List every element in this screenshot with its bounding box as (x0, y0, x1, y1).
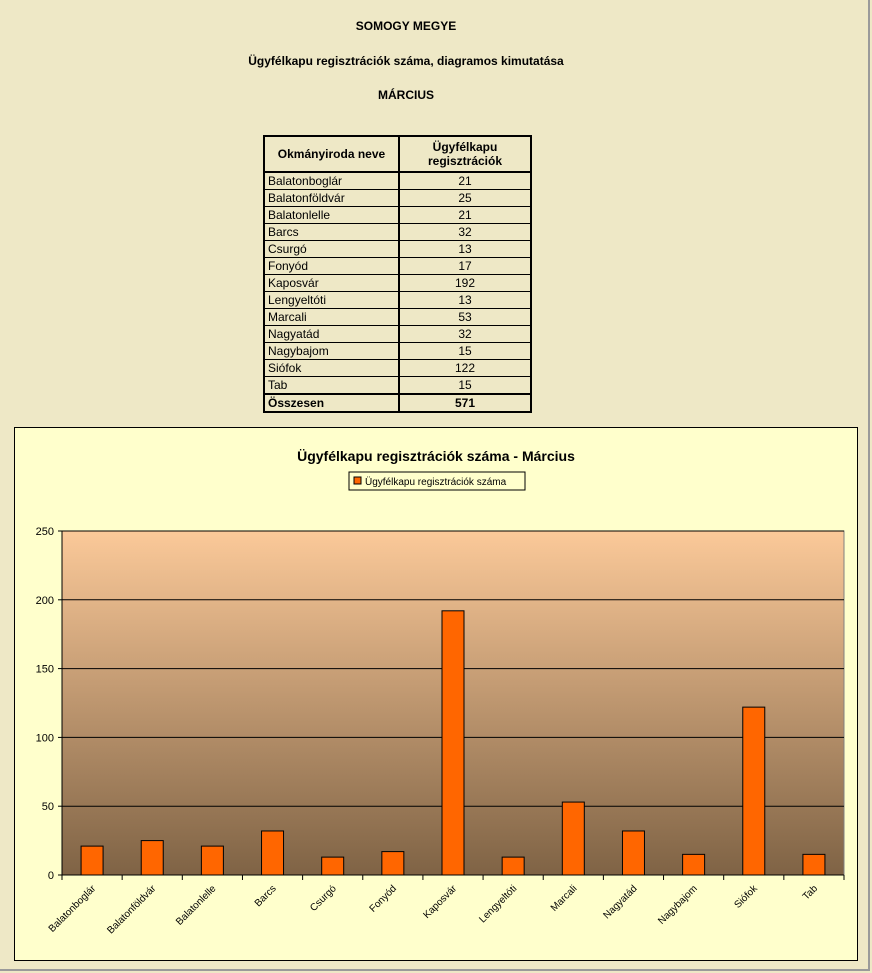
bar-chart: Ügyfélkapu regisztrációk száma - Március… (36, 448, 845, 936)
bar (140, 840, 164, 876)
bar (742, 706, 766, 876)
y-tick-label: 100 (36, 732, 54, 744)
office-name-cell: Lengyeltóti (263, 291, 400, 309)
registration-count-cell: 122 (398, 359, 532, 377)
table-row: Balatonboglár 21 (263, 171, 532, 190)
x-tick-label: Lengyeltóti (477, 883, 519, 925)
bar (802, 853, 826, 876)
registration-count-cell: 13 (398, 240, 532, 258)
chart-title: Ügyfélkapu regisztrációk száma - Március (297, 448, 575, 464)
table-header-row: Okmányiroda neve Ügyfélkapu regisztráció… (263, 135, 532, 173)
office-name-cell: Csurgó (263, 240, 400, 258)
registration-count-cell: 13 (398, 291, 532, 309)
x-tick-label: Balatonboglár (47, 883, 99, 935)
table-row: Balatonlelle 21 (263, 206, 532, 224)
office-name-cell: Nagyatád (263, 325, 400, 343)
office-name-cell: Balatonlelle (263, 206, 400, 224)
office-name-cell: Tab (263, 376, 400, 395)
registration-count-cell: 21 (398, 206, 532, 224)
table-row: Csurgó 13 (263, 240, 532, 258)
x-tick-label: Balatonföldvár (105, 883, 158, 936)
bar (621, 830, 645, 876)
bar (200, 845, 224, 876)
month-heading: MÁRCIUS (378, 88, 434, 102)
x-tick-label: Marcali (549, 883, 580, 914)
registration-count-cell: 15 (398, 342, 532, 360)
table-row: Balatonföldvár 25 (263, 189, 532, 207)
y-tick-label: 0 (48, 870, 54, 882)
bar (80, 845, 104, 876)
table-row: Kaposvár 192 (263, 274, 532, 292)
x-tick-label: Csurgó (308, 883, 339, 914)
bar (321, 856, 345, 876)
registration-count-cell: 53 (398, 308, 532, 326)
report-title: Ügyfélkapu regisztrációk száma, diagramo… (248, 54, 564, 68)
x-tick-label: Kaposvár (421, 883, 459, 921)
registration-count-cell: 15 (398, 376, 532, 395)
legend-box (348, 471, 526, 491)
office-name-cell: Kaposvár (263, 274, 400, 292)
office-name-cell: Fonyód (263, 257, 400, 275)
y-tick-label: 250 (36, 526, 54, 538)
column-header-registrations-line1: Ügyfélkapu (432, 140, 498, 154)
county-heading: SOMOGY MEGYE (355, 19, 457, 33)
bar (561, 801, 585, 876)
y-tick-label: 200 (36, 595, 54, 607)
x-tick-label: Fonyód (368, 883, 399, 914)
table-row: Lengyeltóti 13 (263, 291, 532, 309)
chart-area: Ügyfélkapu regisztrációk száma - Március… (14, 427, 858, 961)
office-name-cell: Nagybajom (263, 342, 400, 360)
y-tick-label: 50 (42, 801, 54, 813)
x-tick-label: Barcs (253, 883, 279, 909)
x-tick-label: Nagybajom (656, 883, 700, 927)
x-tick-label: Tab (801, 883, 820, 902)
table-row: Nagybajom 15 (263, 342, 532, 360)
table-total-row: Összesen 571 (263, 393, 532, 413)
column-header-registrations-line2: regisztrációk (427, 154, 503, 168)
registration-count-cell: 17 (398, 257, 532, 275)
office-name-cell: Balatonföldvár (263, 189, 400, 207)
bar (381, 851, 405, 876)
table-row: Nagyatád 32 (263, 325, 532, 343)
x-tick-label: Nagyatád (602, 883, 640, 921)
bar (682, 853, 706, 876)
registration-count-cell: 192 (398, 274, 532, 292)
total-value: 571 (398, 393, 532, 413)
table-row: Siófok 122 (263, 359, 532, 377)
table-row: Marcali 53 (263, 308, 532, 326)
registration-count-cell: 25 (398, 189, 532, 207)
registration-table: Okmányiroda neve Ügyfélkapu regisztráció… (263, 135, 532, 413)
y-tick-label: 150 (36, 664, 54, 676)
table-row: Barcs 32 (263, 223, 532, 241)
x-tick-label: Balatonlelle (174, 883, 219, 928)
registration-count-cell: 21 (398, 171, 532, 190)
bar (261, 830, 285, 876)
x-tick-label: Siófok (732, 883, 760, 911)
office-name-cell: Siófok (263, 359, 400, 377)
total-label: Összesen (263, 393, 400, 413)
table-row: Tab 15 (263, 376, 532, 395)
column-header-office: Okmányiroda neve (263, 135, 400, 173)
column-header-registrations: Ügyfélkapu regisztrációk (398, 135, 532, 173)
legend-label: Ügyfélkapu regisztrációk száma (365, 476, 507, 488)
office-name-cell: Balatonboglár (263, 171, 400, 190)
registration-count-cell: 32 (398, 223, 532, 241)
table-row: Fonyód 17 (263, 257, 532, 275)
office-name-cell: Barcs (263, 223, 400, 241)
legend-swatch (353, 476, 362, 485)
registration-count-cell: 32 (398, 325, 532, 343)
office-name-cell: Marcali (263, 308, 400, 326)
bar (501, 856, 525, 876)
bar (441, 610, 465, 876)
